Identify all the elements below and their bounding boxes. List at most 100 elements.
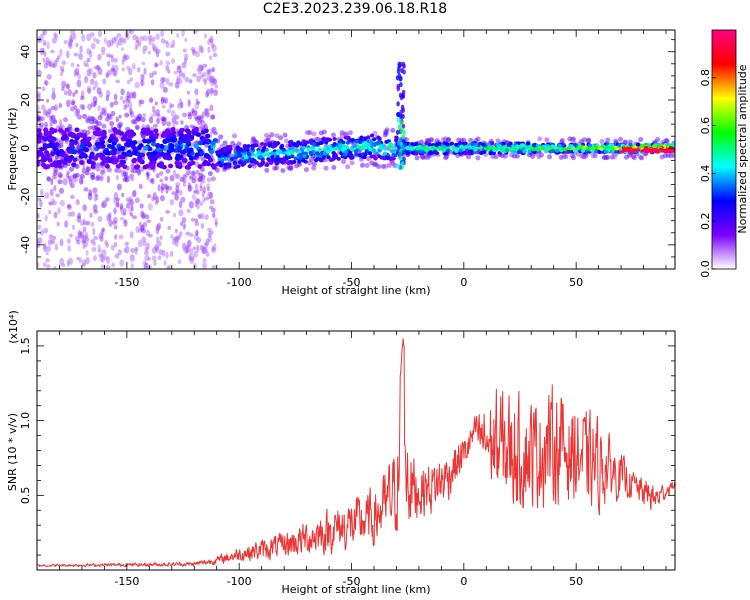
spectrogram-noise-mark — [109, 39, 114, 47]
spectrogram-noise-mark — [209, 78, 215, 87]
spectrogram-noise-mark — [197, 213, 203, 219]
spectrogram-noise-mark — [203, 196, 209, 201]
spectrogram-band-mark — [60, 152, 66, 158]
spectrogram-band-mark — [50, 151, 56, 157]
spectrogram-noise-mark — [187, 182, 191, 189]
spectrogram-noise-mark — [201, 111, 205, 119]
spectrogram-band-mark — [96, 144, 102, 149]
spectrogram-noise-mark — [194, 221, 200, 227]
spectrogram-band-mark — [357, 153, 362, 158]
spectrogram-noise-mark — [191, 193, 196, 200]
spectrogram-noise-mark — [172, 213, 177, 218]
spectrogram-noise-mark — [168, 82, 174, 87]
spectrogram-noise-mark — [132, 34, 137, 41]
spectrogram-halo-mark — [62, 117, 68, 123]
spectrogram-noise-mark — [203, 121, 207, 127]
spectrogram-noise-mark — [52, 200, 58, 206]
spectrogram-noise-mark — [119, 203, 124, 210]
spectrogram-halo-mark — [82, 113, 88, 119]
spectrogram-halo-mark — [79, 173, 85, 179]
spectrogram-band-mark — [508, 141, 513, 146]
spectrogram-band-mark — [587, 143, 593, 148]
spectrogram-noise-mark — [205, 248, 209, 254]
spectrogram-halo-mark — [53, 167, 59, 173]
spectrogram-noise-mark — [205, 91, 209, 99]
spectrogram-noise-mark — [69, 174, 74, 182]
spectrogram-band-mark — [296, 140, 301, 145]
spectrogram-halo-mark — [384, 127, 390, 133]
spectrogram-noise-mark — [197, 64, 203, 70]
spectrogram-noise-mark — [89, 212, 93, 219]
spectrogram-band-mark — [449, 141, 455, 146]
spectrogram-band-mark — [454, 142, 459, 147]
spectrogram-band-mark — [160, 133, 166, 138]
spectrogram-noise-mark — [101, 107, 107, 112]
spectrogram-noise-mark — [191, 107, 195, 114]
spectrogram-halo-mark — [490, 154, 496, 160]
spectrogram-halo-mark — [209, 114, 215, 120]
spectrogram-noise-mark — [199, 244, 204, 251]
spectrogram-halo-mark — [280, 168, 286, 174]
spectrogram-noise-mark — [135, 36, 140, 43]
spectrogram-noise-mark — [169, 199, 175, 206]
spectrogram-halo-mark — [174, 114, 180, 120]
spectrogram-noise-mark — [144, 214, 150, 220]
spectrogram-noise-mark — [134, 45, 138, 51]
spectrogram-noise-mark — [182, 112, 188, 118]
spectrogram-band-mark — [167, 163, 174, 169]
spectrogram-noise-mark — [78, 52, 84, 61]
spectrogram-noise-mark — [145, 171, 149, 176]
spectrogram-noise-mark — [155, 48, 161, 54]
spectrogram-band-mark — [257, 163, 263, 168]
spectrogram-noise-mark — [86, 85, 92, 92]
spectrogram-noise-mark — [66, 173, 70, 179]
spectrogram-noise-mark — [138, 221, 142, 227]
spectrogram-noise-mark — [128, 195, 133, 204]
spectrogram-noise-mark — [204, 214, 209, 221]
spectrogram-band-mark — [142, 138, 148, 144]
spectrogram-noise-mark — [213, 78, 218, 85]
spectrogram-noise-mark — [87, 125, 93, 131]
spectrogram-band-mark — [206, 139, 212, 144]
spectrogram-noise-mark — [184, 172, 189, 177]
spectrogram-noise-mark — [186, 240, 191, 248]
spectrogram-noise-mark — [81, 34, 86, 42]
spectrogram-band-mark — [174, 155, 180, 161]
spectrogram-noise-mark — [104, 240, 108, 246]
spectrogram-noise-mark — [37, 212, 40, 219]
spectrogram-band-mark — [223, 156, 229, 161]
spectrogram-band-mark — [308, 150, 313, 155]
spectrogram-noise-mark — [184, 53, 189, 61]
spectrogram-band-mark — [104, 150, 110, 156]
spectrogram-noise-mark — [161, 77, 167, 83]
spectrogram-noise-mark — [113, 100, 119, 106]
spectrogram-halo-mark — [665, 152, 671, 158]
spectrogram-halo-mark — [57, 179, 63, 185]
spectrogram-peak-mark — [669, 148, 675, 152]
spectrogram-noise-mark — [151, 196, 155, 202]
spectrogram-noise-mark — [147, 203, 153, 211]
spectrogram-noise-mark — [189, 79, 193, 84]
spectrogram-halo-mark — [116, 123, 122, 129]
spectrogram-noise-mark — [187, 111, 192, 117]
spectrogram-noise-mark — [165, 64, 170, 71]
spectrogram-noise-mark — [128, 199, 133, 205]
spectrogram-noise-mark — [83, 241, 89, 248]
spectrogram-noise-mark — [61, 86, 65, 92]
spectrogram-noise-mark — [72, 92, 76, 98]
spectrogram-band-mark — [418, 149, 424, 154]
spectrogram-noise-mark — [66, 99, 71, 108]
spectrogram-band-mark — [340, 147, 346, 152]
spectrogram-band-mark — [382, 146, 387, 151]
spectrogram-noise-mark — [150, 114, 154, 120]
spectrogram-noise-mark — [142, 49, 146, 55]
spectrogram-noise-mark — [202, 198, 206, 203]
spectrogram-noise-mark — [114, 168, 118, 173]
spectrogram-noise-mark — [206, 177, 212, 183]
spectrogram-noise-mark — [132, 92, 136, 99]
spectrogram-noise-mark — [120, 88, 125, 96]
spectrogram-noise-mark — [124, 241, 129, 246]
spectrogram-noise-mark — [141, 81, 145, 86]
spectrogram-noise-mark — [182, 242, 187, 250]
spectrogram-noise-mark — [116, 41, 119, 48]
